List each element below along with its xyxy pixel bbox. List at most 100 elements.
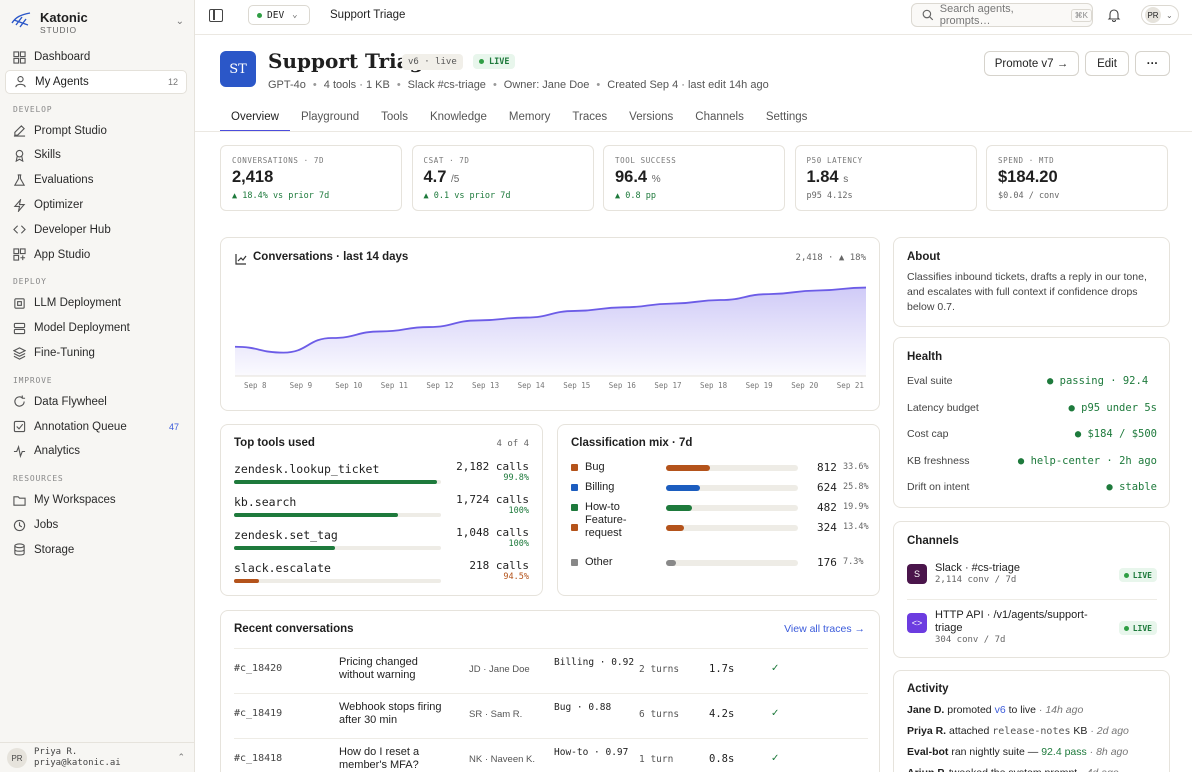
meta-item: Created Sep 4 · last edit 14h ago: [607, 79, 769, 91]
tool-calls: 218 calls: [469, 559, 529, 572]
health-row: Cost cap ● $184 / $500: [907, 428, 1157, 448]
sidebar-toggle-icon[interactable]: [209, 9, 223, 22]
table-row[interactable]: #c_18418 How do I reset a member's MFA? NK…: [234, 738, 868, 772]
sidebar-item-storage[interactable]: Storage: [5, 538, 187, 562]
tab-versions[interactable]: Versions: [629, 111, 674, 123]
tab-settings[interactable]: Settings: [765, 111, 808, 123]
health-label: Latency budget: [907, 401, 979, 414]
kpi-label: CSAT · 7D: [423, 156, 470, 165]
tab-playground[interactable]: Playground: [300, 111, 360, 123]
server-icon: [12, 321, 26, 335]
x-tick-label: Sep 21: [837, 381, 864, 390]
conversation-turns: 1 turn: [639, 754, 674, 765]
sidebar-item-model-deployment[interactable]: Model Deployment: [5, 316, 187, 340]
table-row[interactable]: #c_18420 Pricing changed without warning J…: [234, 648, 868, 692]
classification-bar: [666, 525, 798, 531]
tab-overview[interactable]: Overview: [220, 108, 290, 132]
x-tick-label: Sep 12: [426, 381, 453, 390]
classification-row: Billing 624 25.8%: [571, 481, 871, 501]
x-tick-label: Sep 18: [700, 381, 728, 390]
activity-icon: [12, 444, 26, 458]
sidebar-item-my-workspaces[interactable]: My Workspaces: [5, 488, 187, 512]
workspace-switcher[interactable]: Katonic STUDIO ⌄: [10, 8, 188, 40]
health-title: Health: [907, 351, 943, 363]
channel-row[interactable]: S Slack · #cs-triage 2,114 conv / 7d LIVE: [907, 562, 1157, 600]
sidebar-item-label: Prompt Studio: [34, 124, 107, 137]
tab-memory[interactable]: Memory: [508, 111, 551, 123]
status-badge: LIVE: [1118, 621, 1157, 635]
edit-button[interactable]: Edit: [1085, 51, 1129, 76]
environment-select[interactable]: DEV ⌄: [248, 5, 310, 25]
kpi-sub: ▲ 0.8 pp: [615, 191, 656, 201]
sidebar-item-label: Skills: [34, 149, 61, 162]
activity-item: Jane D. promoted v6 to live · 14h ago: [907, 704, 1162, 716]
classification-bar-fill: [666, 505, 693, 511]
activity-time: · 8h ago: [1086, 746, 1129, 758]
activity-object[interactable]: v6: [994, 704, 1006, 716]
slack-icon: S: [907, 564, 927, 584]
meta-item: GPT-4o: [268, 79, 306, 91]
database-icon: [12, 543, 26, 557]
view-all-traces-link[interactable]: View all traces →: [784, 623, 865, 635]
health-value: ● p95 under 5s: [1068, 401, 1157, 414]
activity-actor: Arjun P.: [907, 767, 946, 772]
classification-name: Bug: [585, 461, 605, 473]
sidebar-item-app-studio[interactable]: App Studio: [5, 243, 187, 267]
live-dot: [479, 59, 484, 64]
activity-action: tweaked the system prompt: [946, 767, 1077, 772]
bell-icon[interactable]: [1107, 8, 1121, 22]
activity-rest: KB: [1070, 725, 1088, 737]
sidebar-item-prompt-studio[interactable]: Prompt Studio: [5, 119, 187, 143]
status-badge: LIVE: [473, 54, 516, 69]
conversation-latency: 0.8s: [709, 753, 735, 765]
sidebar-item-dashboard[interactable]: Dashboard: [5, 45, 187, 69]
table-row[interactable]: #c_18419 Webhook stops firing after 30 mi…: [234, 693, 868, 737]
top-bar: DEV ⌄ Support Triage Search agents, prom…: [195, 0, 1192, 35]
sidebar-item-analytics[interactable]: Analytics: [5, 439, 187, 463]
classification-name: Billing: [585, 481, 615, 493]
sidebar-item-skills[interactable]: Skills: [5, 143, 187, 167]
kpi-unit: /5: [451, 174, 460, 185]
sidebar-item-optimizer[interactable]: Optimizer: [5, 193, 187, 217]
sidebar-item-label: Annotation Queue: [34, 420, 127, 433]
sidebar-item-label: Optimizer: [34, 199, 84, 211]
tab-tools[interactable]: Tools: [381, 111, 408, 123]
more-options-button[interactable]: ···: [1135, 51, 1170, 76]
user-email: priya@katonic.ai: [34, 758, 121, 768]
tab-knowledge[interactable]: Knowledge: [429, 111, 487, 123]
promote-button[interactable]: Promote v7 →: [984, 51, 1079, 76]
sidebar-item-data-flywheel[interactable]: Data Flywheel: [5, 390, 187, 414]
tool-usage-bar-fill: [234, 546, 336, 550]
tool-name: slack.escalate: [234, 561, 331, 575]
apps-icon: [12, 248, 26, 262]
sidebar-item-developer-hub[interactable]: Developer Hub: [5, 218, 187, 242]
classification-count: 482: [817, 501, 837, 514]
search-icon: [922, 9, 934, 21]
health-row: Eval suite ● passing · 92.4: [907, 375, 1157, 395]
sidebar-section-title: DEVELOP: [13, 104, 53, 114]
meta-separator: •: [596, 79, 601, 91]
account-menu[interactable]: PR ⌄: [1141, 5, 1179, 25]
x-tick-label: Sep 19: [746, 381, 773, 390]
sidebar-item-fine-tuning[interactable]: Fine-Tuning: [5, 341, 187, 365]
user-menu[interactable]: PR Priya R. priya@katonic.ai ⌃: [0, 742, 195, 772]
conversation-latency: 1.7s: [709, 663, 735, 675]
channels-card: Channels S Slack · #cs-triage 2,114 conv /…: [893, 521, 1170, 658]
sidebar-item-my-agents[interactable]: My Agents 12: [5, 69, 187, 94]
sidebar-item-evaluations[interactable]: Evaluations: [5, 168, 187, 192]
sidebar-item-annotation-queue[interactable]: Annotation Queue 47: [5, 415, 187, 439]
classification-count: 624: [817, 481, 837, 494]
search-input[interactable]: Search agents, prompts… ⌘K: [911, 3, 1093, 27]
sidebar-item-jobs[interactable]: Jobs: [5, 513, 187, 537]
channel-row[interactable]: <> HTTP API · /v1/agents/support-triage 30…: [907, 609, 1157, 647]
tab-channels[interactable]: Channels: [695, 111, 744, 123]
activity-action: promoted: [944, 704, 995, 716]
sidebar-item-llm-deployment[interactable]: LLM Deployment: [5, 291, 187, 315]
sidebar-section-title: DEPLOY: [13, 277, 47, 287]
agent-meta: GPT-4o • 4 tools · 1 KB • Slack #cs-triage • O…: [268, 79, 769, 91]
tab-traces[interactable]: Traces: [572, 111, 608, 123]
classification-row: How-to 482 19.9%: [571, 501, 871, 521]
classification-pct: 19.9%: [843, 502, 869, 512]
health-row: KB freshness ● help-center · 2h ago: [907, 455, 1157, 475]
agent-logo: ST: [220, 51, 256, 87]
